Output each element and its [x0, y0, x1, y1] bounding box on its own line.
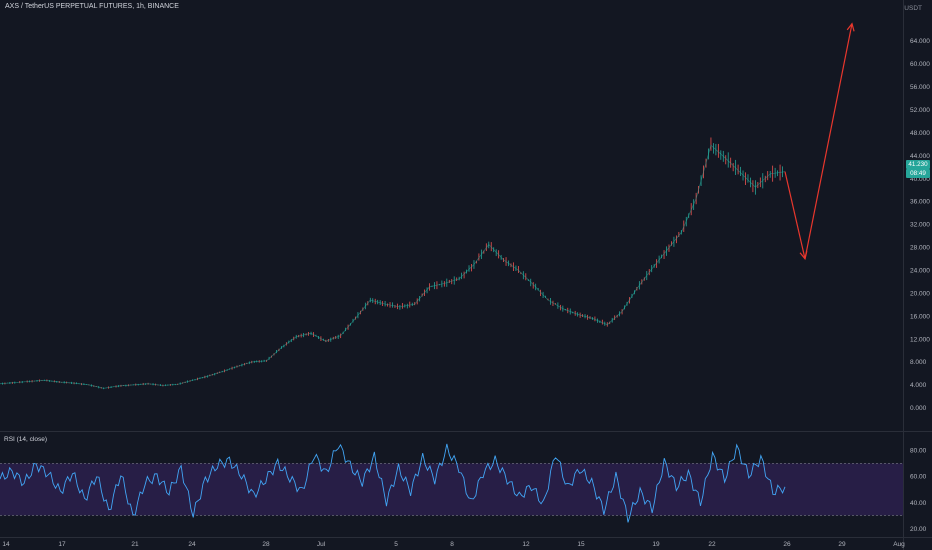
price-tick-label: 32.000	[910, 222, 930, 229]
time-tick-label: 17	[58, 541, 66, 548]
price-tick-label: 48.000	[910, 130, 930, 137]
rsi-line	[0, 443, 786, 523]
price-tick-label: 12.000	[910, 336, 930, 343]
time-tick-label: Aug	[893, 541, 905, 548]
price-series	[0, 137, 786, 390]
price-tick-label: 40.000	[910, 176, 930, 183]
time-tick-label: 26	[783, 541, 791, 548]
time-tick-label: 28	[262, 541, 270, 548]
price-tick-label: 0.000	[910, 405, 927, 412]
time-axis[interactable]: 14 17 21 24 28 Jul 5 8 12 15 19 22 26 29 Aug	[2, 541, 905, 548]
price-tick-label: 36.000	[910, 199, 930, 206]
price-tick-label: 24.000	[910, 268, 930, 275]
time-tick-label: 15	[577, 541, 585, 548]
rsi-tick-label: 80.00	[910, 448, 927, 455]
last-price-badge: 41.230	[906, 160, 930, 169]
price-tick-label: 44.000	[910, 153, 930, 160]
time-tick-label: 5	[394, 541, 398, 548]
price-tick-label: 8.000	[910, 359, 927, 366]
time-tick-label: 21	[131, 541, 139, 548]
time-tick-label: 8	[450, 541, 454, 548]
price-tick-label: 16.000	[910, 313, 930, 320]
forecast-arrow-head-down	[799, 251, 808, 261]
time-tick-label: 12	[522, 541, 530, 548]
price-tick-label: 20.000	[910, 290, 930, 297]
chart-title: AXS / TetherUS PERPETUAL FUTURES, 1h, BI…	[5, 3, 179, 10]
time-tick-label: 14	[2, 541, 10, 548]
price-tick-label: 56.000	[910, 84, 930, 91]
price-tick-label: 52.000	[910, 107, 930, 114]
bar-countdown-badge: 08:49	[906, 169, 930, 178]
forecast-arrow	[784, 22, 855, 261]
forecast-arrow-line	[784, 23, 853, 259]
currency-label: USDT	[904, 5, 922, 12]
price-line	[0, 144, 786, 389]
time-tick-label: 24	[188, 541, 196, 548]
rsi-tick-label: 40.00	[910, 500, 927, 507]
price-tick-label: 64.000	[910, 38, 930, 45]
forecast-arrow-head-up	[846, 22, 855, 32]
time-tick-label: Jul	[317, 541, 326, 548]
rsi-series	[0, 443, 903, 523]
time-tick-label: 19	[652, 541, 660, 548]
price-tick-label: 60.000	[910, 61, 930, 68]
rsi-axis[interactable]: 20.00 40.00 60.00 80.00	[910, 448, 927, 533]
price-axis[interactable]: 0.000 4.000 8.000 12.000 16.000 20.000 24.000 2…	[910, 38, 930, 412]
time-tick-label: 29	[838, 541, 846, 548]
price-tick-label: 4.000	[910, 382, 927, 389]
rsi-tick-label: 60.00	[910, 474, 927, 481]
time-tick-label: 22	[708, 541, 716, 548]
price-tick-label: 28.000	[910, 245, 930, 252]
rsi-indicator-label[interactable]: RSI (14, close)	[4, 436, 47, 443]
rsi-tick-label: 20.00	[910, 526, 927, 533]
rsi-band	[0, 463, 903, 516]
